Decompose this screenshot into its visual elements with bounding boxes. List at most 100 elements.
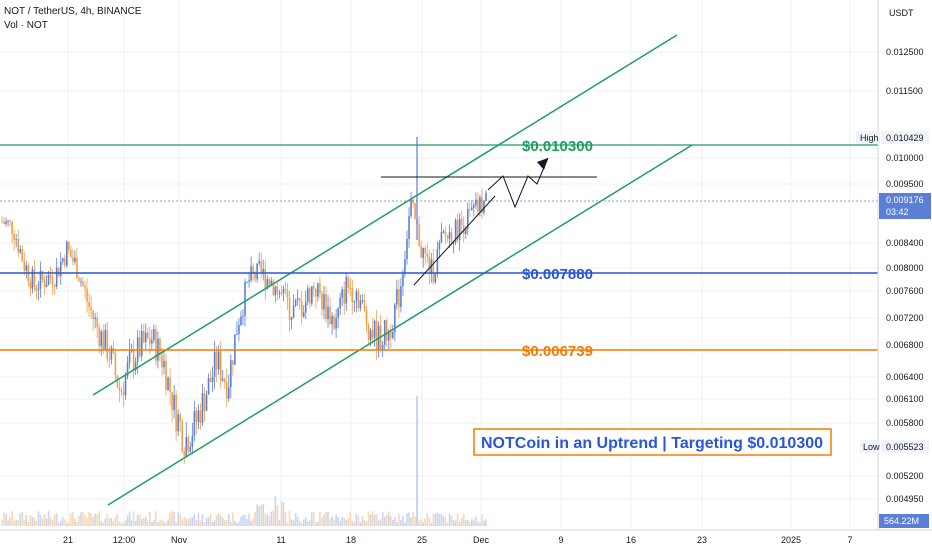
currency-label[interactable]: USDT (889, 8, 914, 18)
candle-body (483, 200, 485, 213)
candle-body (104, 329, 107, 350)
volume-bar (288, 511, 291, 526)
volume-bar (442, 516, 445, 526)
candle-body (454, 219, 457, 242)
volume-bar (266, 514, 269, 526)
volume-bar (142, 518, 145, 526)
volume-bar (290, 519, 293, 526)
candle-body (361, 300, 364, 302)
candle-body (13, 234, 15, 241)
volume-bar (15, 519, 17, 526)
volume-bar (114, 516, 117, 526)
volume-bar (175, 522, 177, 526)
volume-bar (45, 518, 48, 526)
volume-bar (147, 521, 149, 526)
volume-bar (353, 522, 356, 526)
volume-bar (122, 522, 125, 526)
candle-body (477, 199, 479, 212)
candle-body (349, 287, 352, 289)
volume-badge-bg (879, 514, 929, 528)
time-tick-label: 16 (626, 535, 636, 545)
volume-bar (228, 514, 230, 526)
volume-bar (31, 517, 34, 526)
volume-bar (375, 514, 378, 526)
volume-bar (246, 519, 248, 526)
volume-bar (361, 516, 364, 526)
volume-bar (420, 518, 422, 526)
annotation-box (473, 428, 832, 456)
time-tick-label: Nov (171, 535, 188, 545)
volume-bar (300, 522, 303, 526)
candle-body (236, 333, 238, 335)
volume-bar (333, 519, 335, 526)
price-tick-label: 0.007600 (886, 286, 924, 296)
candle-body (327, 306, 329, 320)
volume-bar (464, 519, 467, 526)
candle-body (296, 298, 299, 301)
candle-body (418, 224, 420, 247)
volume-bar (390, 515, 392, 526)
volume-bar (177, 511, 179, 526)
candle-body (173, 394, 175, 411)
volume-bar (483, 520, 485, 526)
price-tick-label: 0.007200 (886, 313, 924, 323)
volume-bar (460, 517, 463, 526)
candle-body (118, 387, 121, 391)
volume-bar (410, 516, 412, 526)
volume-bar (9, 517, 11, 526)
volume-bar (1, 520, 3, 526)
volume-bar (86, 518, 88, 526)
volume-bar (302, 519, 305, 526)
candle-body (339, 297, 341, 309)
price-tick-label: 0.006100 (886, 394, 924, 404)
volume-bar (272, 510, 275, 526)
high-value-label: 0.010429 (886, 133, 924, 143)
candle-body (272, 280, 275, 296)
volume-bar (424, 518, 427, 526)
volume-bar (394, 517, 396, 526)
price-tick-label: 0.006800 (886, 340, 924, 350)
volume-bar (479, 522, 481, 526)
candle-body (228, 387, 230, 399)
candle-body (134, 362, 137, 371)
volume-bar (317, 521, 319, 526)
volume-bar (422, 522, 424, 526)
candle-body (15, 239, 17, 241)
candle-body (230, 360, 232, 388)
candle-body (49, 275, 52, 278)
volume-bar (74, 518, 76, 526)
volume-bar (120, 522, 123, 526)
candle-body (481, 197, 483, 213)
candle-body (252, 266, 254, 274)
volume-bar (286, 522, 289, 526)
candle-body (394, 304, 396, 333)
volume-bar (221, 517, 224, 526)
volume-bar (68, 521, 70, 526)
candle-body (450, 232, 453, 244)
candle-body (329, 306, 331, 325)
volume-bar (88, 512, 90, 526)
candle-body (120, 390, 123, 392)
volume-bar (345, 519, 348, 526)
candle-body (197, 410, 200, 422)
volume-bar (132, 511, 135, 526)
candle-body (347, 276, 350, 288)
time-tick-label: 23 (697, 535, 707, 545)
volume-bar (456, 513, 459, 526)
volume-bar (432, 513, 435, 526)
candle-body (35, 286, 38, 291)
candle-body (246, 281, 248, 283)
candle-body (313, 286, 315, 290)
candle-body (462, 224, 465, 234)
candle-body (306, 288, 309, 302)
volume-bar (225, 520, 228, 526)
candle-body (442, 231, 445, 233)
candle-body (179, 414, 181, 422)
volume-bar (428, 517, 431, 526)
candle-body (373, 320, 376, 338)
volume-bar (454, 520, 457, 526)
volume-bar (211, 521, 214, 526)
candle-body (33, 269, 36, 287)
candle-body (189, 447, 192, 452)
